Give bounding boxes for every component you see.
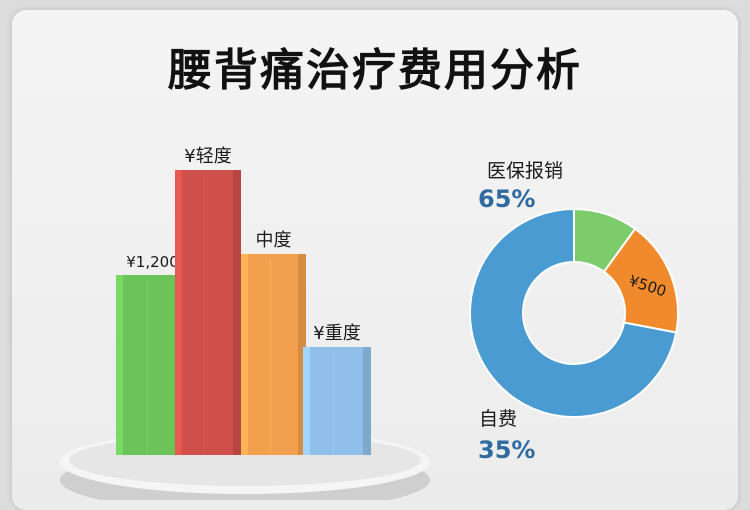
- pie-label-self-paid: 自费: [479, 408, 517, 430]
- bar-1: [116, 275, 185, 455]
- bar-label-1: ¥1,200: [126, 253, 179, 271]
- bar-2: [175, 170, 241, 455]
- bar-4: [303, 347, 371, 455]
- bar-label-2: ¥轻度: [184, 146, 231, 167]
- donut-slice-1: [469, 207, 678, 418]
- bar-label-3: 中度: [256, 230, 292, 251]
- bar-3: [241, 254, 306, 455]
- bar-2-highlight: [175, 170, 182, 455]
- bar-4-highlight: [303, 347, 310, 455]
- bar-1-highlight: [116, 275, 123, 455]
- bar-3-highlight: [241, 254, 248, 455]
- bar-3-shade: [298, 254, 306, 455]
- donut-chart: ¥500: [469, 207, 679, 418]
- page-title: 腰背痛治疗费用分析: [168, 45, 582, 96]
- pie-value-self-paid: 35%: [478, 436, 535, 464]
- pie-value-reimbursed: 65%: [478, 185, 535, 213]
- pie-label-reimbursed: 医保报销: [487, 160, 563, 182]
- bar-label-4: ¥重度: [313, 323, 360, 344]
- bar-2-shade: [233, 170, 241, 455]
- bar-4-shade: [363, 347, 371, 455]
